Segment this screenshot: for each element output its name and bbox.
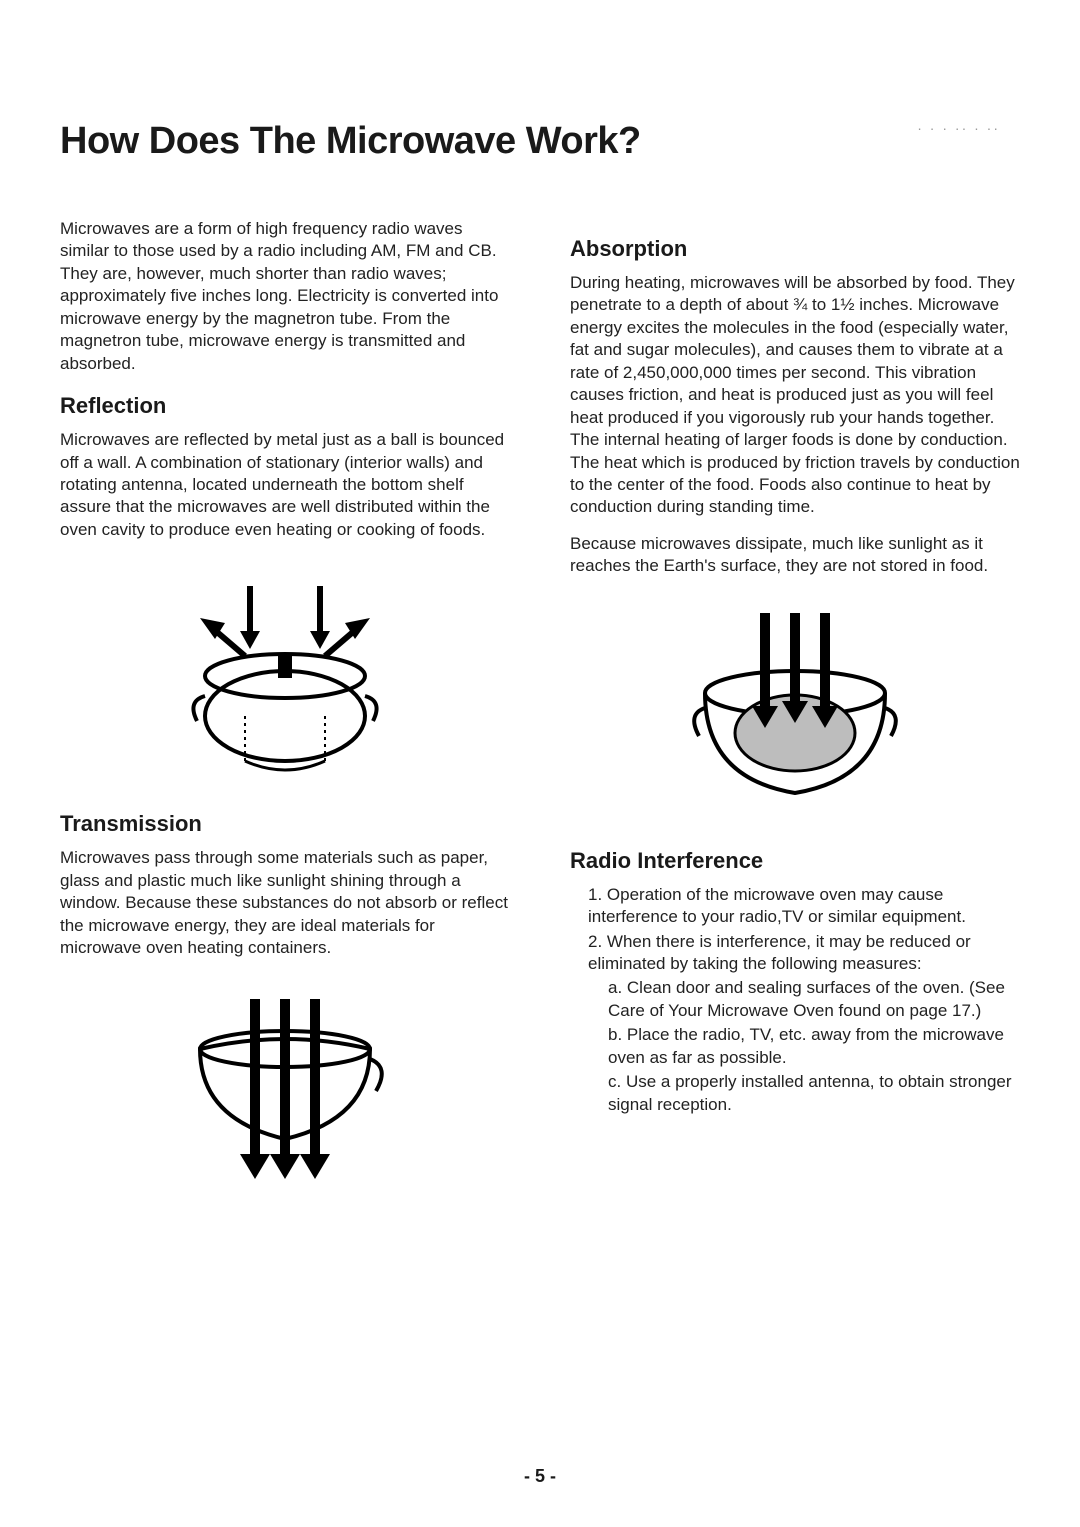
list-text: When there is interference, it may be re…: [588, 932, 971, 973]
reflection-body: Microwaves are reflected by metal just a…: [60, 429, 510, 541]
absorption-heading: Absorption: [570, 236, 1020, 262]
list-text: Operation of the microwave oven may caus…: [588, 885, 966, 926]
reflection-heading: Reflection: [60, 393, 510, 419]
reflection-diagram: [170, 561, 400, 781]
absorption-body-2: Because microwaves dissipate, much like …: [570, 533, 1020, 578]
absorption-diagram: [670, 598, 920, 818]
sublist-text: Use a properly installed antenna, to obt…: [608, 1072, 1012, 1113]
page-number: - 5 -: [0, 1466, 1080, 1487]
sublist: a. Clean door and sealing surfaces of th…: [588, 977, 1020, 1116]
intro-paragraph: Microwaves are a form of high frequency …: [60, 218, 510, 375]
sublist-item: a. Clean door and sealing surfaces of th…: [608, 977, 1020, 1022]
transmission-diagram: [160, 979, 410, 1189]
scan-noise: · · · ·· · ··: [917, 120, 1000, 136]
transmission-body: Microwaves pass through some materials s…: [60, 847, 510, 959]
left-column: Microwaves are a form of high frequency …: [60, 218, 510, 1219]
absorption-body-1: During heating, microwaves will be absor…: [570, 272, 1020, 519]
right-column: Absorption During heating, microwaves wi…: [570, 218, 1020, 1219]
sublist-item: c. Use a properly installed antenna, to …: [608, 1071, 1020, 1116]
sublist-text: Clean door and sealing surfaces of the o…: [608, 978, 1005, 1019]
sublist-item: b. Place the radio, TV, etc. away from t…: [608, 1024, 1020, 1069]
list-item: 1. Operation of the microwave oven may c…: [588, 884, 1020, 929]
sublist-text: Place the radio, TV, etc. away from the …: [608, 1025, 1004, 1066]
content-columns: Microwaves are a form of high frequency …: [60, 218, 1020, 1219]
transmission-heading: Transmission: [60, 811, 510, 837]
radio-heading: Radio Interference: [570, 848, 1020, 874]
list-item: 2. When there is interference, it may be…: [588, 931, 1020, 976]
radio-list: 1. Operation of the microwave oven may c…: [570, 884, 1020, 1116]
page-title: How Does The Microwave Work?: [60, 120, 1020, 163]
